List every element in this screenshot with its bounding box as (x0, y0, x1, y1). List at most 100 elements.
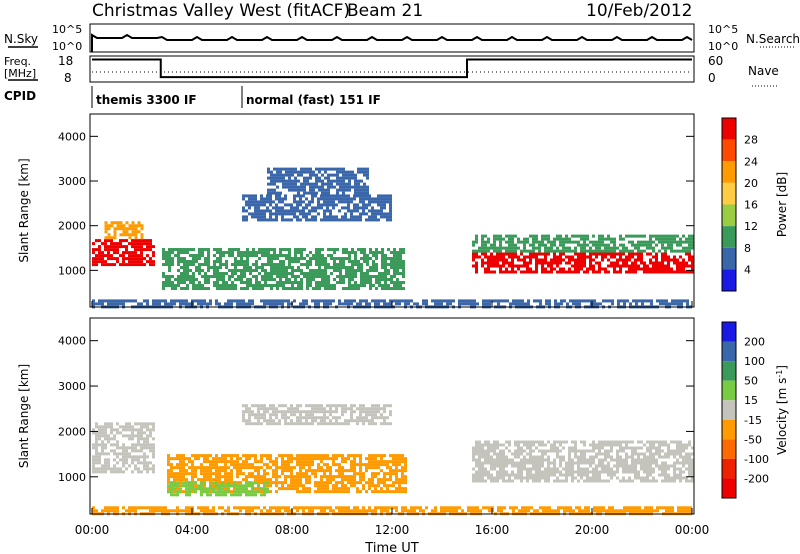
data-cell (204, 272, 207, 276)
data-cell (177, 284, 180, 288)
data-cell (365, 203, 368, 207)
data-cell (209, 478, 212, 482)
data-cell (302, 472, 305, 476)
data-cell (251, 466, 254, 470)
data-cell (493, 240, 496, 244)
data-cell (276, 275, 279, 279)
data-cell (273, 257, 276, 261)
data-cell (278, 197, 281, 201)
data-cell (517, 440, 520, 444)
data-cell (252, 287, 255, 291)
data-cell (131, 506, 134, 510)
data-cell (475, 443, 478, 447)
data-cell (266, 422, 269, 426)
data-cell (383, 215, 386, 219)
data-cell (177, 275, 180, 279)
data-cell (290, 410, 293, 414)
data-cell (598, 446, 601, 450)
data-cell (305, 454, 308, 458)
data-cell (374, 410, 377, 414)
data-cell (264, 263, 267, 267)
data-cell (107, 509, 110, 513)
data-cell (300, 251, 303, 255)
data-cell (236, 299, 239, 303)
data-cell (125, 461, 128, 465)
data-cell (146, 467, 149, 471)
data-cell (119, 470, 122, 474)
data-cell (191, 475, 194, 479)
data-cell (380, 212, 383, 216)
data-cell (559, 464, 562, 468)
data-cell (242, 506, 245, 510)
data-cell (616, 261, 619, 265)
data-cell (383, 212, 386, 216)
data-cell (508, 440, 511, 444)
data-cell (502, 461, 505, 465)
data-cell (179, 509, 182, 513)
data-cell (673, 467, 676, 471)
data-cell (113, 263, 116, 267)
data-cell (556, 476, 559, 480)
data-cell (532, 270, 535, 274)
data-cell (260, 194, 263, 198)
data-cell (128, 242, 131, 246)
data-cell (318, 281, 321, 285)
data-cell (378, 251, 381, 255)
data-cell (593, 302, 596, 306)
data-cell (98, 248, 101, 252)
data-cell (297, 284, 300, 288)
data-cell (560, 302, 563, 306)
data-cell (580, 252, 583, 256)
data-cell (113, 467, 116, 471)
data-cell (398, 299, 401, 303)
data-cell (637, 452, 640, 456)
data-cell (673, 234, 676, 238)
data-cell (592, 243, 595, 247)
data-cell (664, 270, 667, 274)
data-cell (470, 299, 473, 303)
data-cell (254, 404, 257, 408)
data-cell (589, 455, 592, 459)
data-cell (149, 509, 152, 513)
data-cell (245, 454, 248, 458)
data-cell (342, 248, 345, 252)
data-cell (264, 284, 267, 288)
data-cell (392, 490, 395, 494)
data-cell (396, 278, 399, 282)
data-cell (338, 481, 341, 485)
data-cell (490, 479, 493, 483)
data-cell (688, 234, 691, 238)
data-cell (284, 481, 287, 485)
data-cell (661, 261, 664, 265)
data-cell (330, 167, 333, 171)
data-cell (341, 218, 344, 222)
data-cell (254, 490, 257, 494)
data-cell (344, 302, 347, 306)
data-cell (110, 443, 113, 447)
data-cell (350, 215, 353, 219)
data-cell (98, 467, 101, 471)
data-cell (179, 490, 182, 494)
data-cell (113, 233, 117, 237)
data-cell (270, 170, 273, 174)
data-cell (134, 239, 137, 243)
data-cell (665, 299, 668, 303)
data-cell (234, 272, 237, 276)
data-cell (299, 209, 302, 213)
data-cell (315, 281, 318, 285)
data-cell (691, 467, 694, 471)
data-cell (679, 467, 682, 471)
data-cell (134, 422, 137, 426)
data-cell (371, 410, 374, 414)
data-cell (470, 302, 473, 306)
data-cell (371, 490, 374, 494)
data-cell (356, 490, 359, 494)
data-cell (290, 206, 293, 210)
data-cell (92, 458, 95, 462)
data-cell (339, 263, 342, 267)
data-cell (670, 440, 673, 444)
data-cell (368, 463, 371, 467)
data-cell (110, 509, 113, 513)
data-cell (365, 463, 368, 467)
data-cell (389, 197, 392, 201)
